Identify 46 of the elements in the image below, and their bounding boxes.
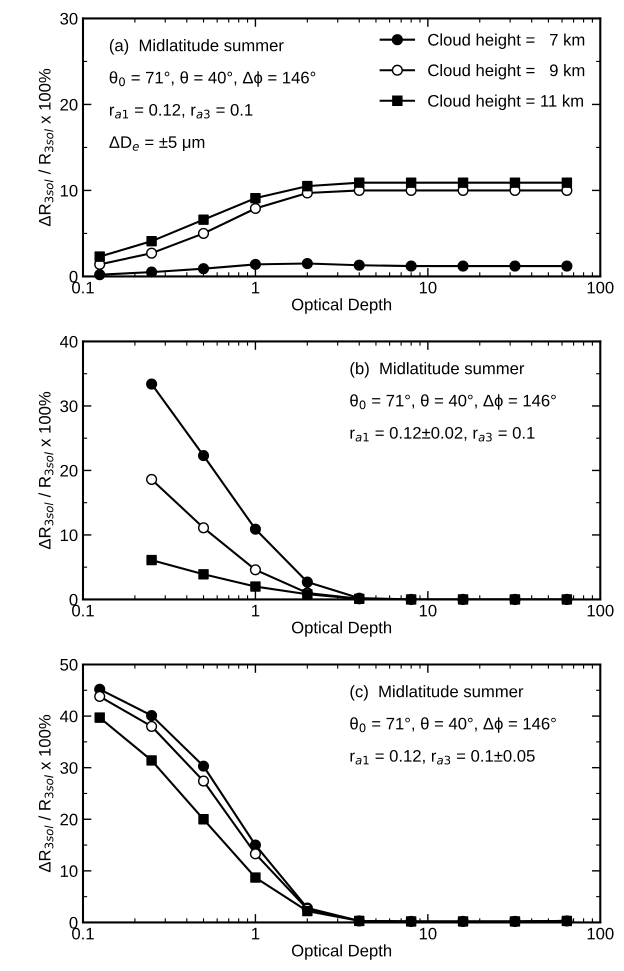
y-tick-label: 50 <box>60 658 78 671</box>
x-tick-label: 100 <box>588 282 614 294</box>
y-tick-label: 0 <box>70 916 78 929</box>
y-tick-label: 40 <box>60 336 78 348</box>
x-tick-label: 10 <box>420 928 436 940</box>
annotation: ΔD$_{e}$ = ±5 μm <box>109 136 204 152</box>
y-tick-label: 30 <box>60 400 78 412</box>
annotation: r$_{a1}$ = 0.12, r$_{a3}$ = 0.1±0.05 <box>350 750 535 765</box>
x-axis-title: Optical Depth <box>292 944 392 960</box>
y-tick-label: 30 <box>60 762 78 774</box>
x-tick-label: 100 <box>588 928 614 940</box>
x-tick-label: 1 <box>252 604 260 616</box>
y-axis-title: ΔR$_{3sol}$ / R$_{3sol}$ x 100% <box>38 714 54 872</box>
y-axis-title: ΔR$_{3sol}$ / R$_{3sol}$ x 100% <box>38 392 54 550</box>
x-tick-label: 10 <box>420 604 436 617</box>
y-tick-label: 10 <box>60 529 78 542</box>
annotation: θ$_{0}$ = 71°, θ = 40°, Δϕ = 146° <box>350 717 556 733</box>
y-tick-label: 20 <box>60 464 78 477</box>
annotation: θ$_{0}$ = 71°, θ = 40°, Δϕ = 146° <box>350 394 556 410</box>
x-axis-title: Optical Depth <box>292 621 392 637</box>
y-tick-label: 10 <box>60 865 78 878</box>
annotation: (a) Midlatitude summer <box>110 39 284 55</box>
y-tick-label: 0 <box>70 270 78 283</box>
x-axis-title: Optical Depth <box>292 298 392 314</box>
x-tick-label: 100 <box>588 604 614 617</box>
annotation: (b) Midlatitude summer <box>350 362 524 378</box>
x-tick-label: 1 <box>252 928 260 940</box>
legend-label: Cloud height = 7 km <box>428 33 584 49</box>
y-tick-label: 20 <box>60 98 78 111</box>
x-tick-label: 0.1 <box>72 282 94 294</box>
y-tick-label: 40 <box>60 710 78 722</box>
annotation: θ$_{0}$ = 71°, θ = 40°, Δϕ = 146° <box>110 71 316 87</box>
annotation: (c) Midlatitude summer <box>350 685 524 701</box>
x-tick-label: 0.1 <box>72 928 94 940</box>
annotation: r$_{a1}$ = 0.12±0.02, r$_{a3}$ = 0.1 <box>350 426 534 442</box>
x-tick-label: 1 <box>252 282 260 294</box>
legend-label: Cloud height = 11 km <box>428 94 583 110</box>
y-tick-label: 10 <box>60 184 78 197</box>
x-tick-label: 0.1 <box>72 604 94 617</box>
legend-label: Cloud height = 9 km <box>428 64 584 80</box>
y-tick-label: 20 <box>60 814 78 826</box>
annotation: r$_{a1}$ = 0.12, r$_{a3}$ = 0.1 <box>110 104 252 118</box>
x-tick-label: 10 <box>420 282 436 294</box>
y-axis-title: ΔR$_{3sol}$ / R$_{3sol}$ x 100% <box>38 68 54 226</box>
y-tick-label: 0 <box>70 594 78 606</box>
y-tick-label: 30 <box>60 12 78 25</box>
